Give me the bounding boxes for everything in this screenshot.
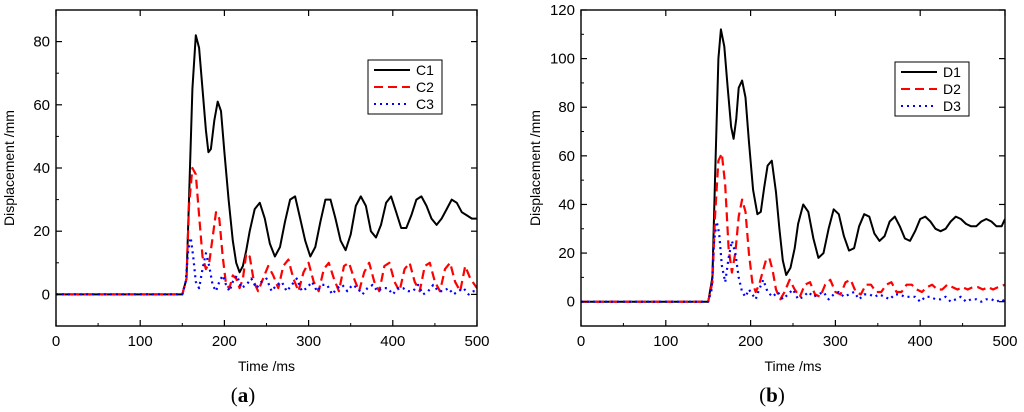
panel-label-close: ) — [778, 383, 785, 407]
chart-panel-1: 0 100 200 300 400 500 0 20 40 60 80 Time /ms Displac… — [1, 9, 490, 407]
series-line-D1 — [581, 28, 1005, 303]
panel-label-open: ( — [231, 383, 238, 407]
legend-label-C3: C3 — [416, 96, 434, 112]
y-tick-label: 60 — [558, 148, 575, 165]
series-line-C1 — [56, 34, 477, 296]
panel-label-letter: b — [766, 383, 778, 407]
x-tick-label: 0 — [577, 333, 585, 350]
plot-frame — [580, 9, 1006, 327]
y-tick-label: 80 — [558, 99, 575, 116]
y-tick-label: 60 — [33, 97, 50, 114]
legend-label-C2: C2 — [416, 79, 434, 95]
x-tick-label: 400 — [908, 333, 933, 350]
legend-label-D2: D2 — [943, 81, 961, 97]
y-tick-label: 120 — [550, 2, 575, 19]
y-tick-label: 0 — [567, 294, 575, 311]
panel-label-close: ) — [248, 383, 255, 407]
y-axis-label: Displacement /mm — [527, 110, 543, 226]
x-axis-label: Time /ms — [764, 358, 821, 374]
x-tick-label: 100 — [653, 333, 678, 350]
y-tick-label: 0 — [42, 286, 50, 303]
panel-label-open: ( — [759, 383, 766, 407]
panel-label-letter: a — [238, 383, 249, 407]
chart-panel-2: 0 100 200 300 400 500 0 20 40 60 80 100 120 Time /ms D… — [527, 2, 1018, 407]
x-tick-label: 300 — [296, 333, 321, 350]
x-tick-label: 200 — [212, 333, 237, 350]
x-tick-label: 200 — [738, 333, 763, 350]
panel-label: (a) — [231, 383, 256, 407]
x-tick-label: 400 — [380, 333, 405, 350]
y-tick-label: 20 — [33, 223, 50, 240]
legend-label-C1: C1 — [416, 62, 434, 78]
y-tick-label: 20 — [558, 245, 575, 262]
panel-label: (b) — [759, 383, 785, 407]
y-axis-label: Displacement /mm — [1, 110, 17, 226]
y-tick-label: 40 — [33, 160, 50, 177]
y-tick-label: 40 — [558, 196, 575, 213]
y-tick-label: 80 — [33, 34, 50, 51]
x-tick-label: 100 — [128, 333, 153, 350]
x-tick-label: 300 — [823, 333, 848, 350]
x-tick-label: 500 — [992, 333, 1017, 350]
y-tick-label: 100 — [550, 51, 575, 68]
legend-label-D3: D3 — [943, 98, 961, 114]
x-tick-label: 0 — [52, 333, 60, 350]
legend-label-D1: D1 — [943, 64, 961, 80]
series-line-C3 — [56, 236, 477, 296]
x-tick-label: 500 — [464, 333, 489, 350]
series-line-D3 — [581, 220, 1005, 303]
series-line-D2 — [581, 152, 1005, 303]
series-line-C2 — [56, 166, 477, 296]
x-axis-label: Time /ms — [238, 358, 295, 374]
